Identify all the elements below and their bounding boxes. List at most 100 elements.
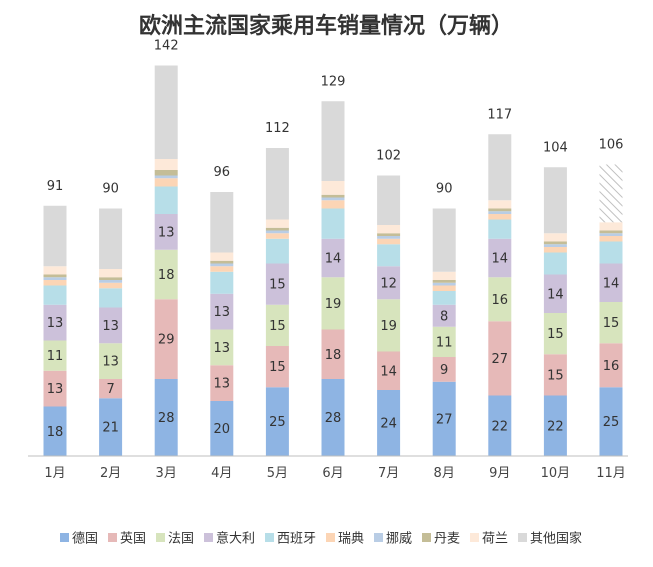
bar-segment bbox=[377, 175, 401, 225]
bar-segment bbox=[321, 200, 345, 209]
bar-segment bbox=[432, 291, 456, 305]
segment-label: 7 bbox=[106, 382, 114, 397]
x-tick-label: 2月 bbox=[100, 466, 121, 481]
bar-segment bbox=[43, 340, 67, 371]
bar-segment bbox=[488, 219, 512, 239]
legend-label: 瑞典 bbox=[338, 532, 364, 547]
bar-segment bbox=[321, 238, 345, 278]
segment-label: 13 bbox=[47, 382, 64, 397]
segment-label: 14 bbox=[380, 364, 397, 379]
legend-swatch bbox=[518, 533, 527, 542]
bar-segment bbox=[99, 277, 123, 280]
segment-label: 15 bbox=[269, 319, 286, 334]
segment-label: 20 bbox=[214, 422, 231, 437]
segment-label: 18 bbox=[47, 425, 64, 440]
segment-label: 28 bbox=[158, 411, 175, 426]
segment-label: 19 bbox=[380, 319, 397, 334]
bar-segment bbox=[599, 302, 623, 344]
bar-segment bbox=[154, 186, 178, 214]
total-label: 112 bbox=[265, 121, 290, 136]
segment-label: 13 bbox=[214, 305, 231, 320]
bar-segment bbox=[432, 280, 456, 283]
legend-swatch bbox=[156, 533, 165, 542]
segment-label: 18 bbox=[158, 268, 175, 283]
bar-segment bbox=[377, 236, 401, 239]
bar-segment bbox=[432, 357, 456, 382]
bar-segment bbox=[43, 285, 67, 305]
total-label: 90 bbox=[436, 182, 453, 197]
x-tick-label: 6月 bbox=[322, 466, 343, 481]
segment-label: 16 bbox=[603, 359, 620, 374]
segment-label: 13 bbox=[102, 355, 119, 370]
bar-segment bbox=[210, 365, 234, 401]
bar-segment bbox=[488, 395, 512, 456]
segment-label: 27 bbox=[436, 412, 453, 427]
bar-segment bbox=[99, 307, 123, 344]
bars-group: 18 13 11 13 91 21 7 13 13 90 28 29 18 13 142 20 13 13 13 96… bbox=[43, 39, 624, 456]
legend-label: 意大利 bbox=[216, 531, 255, 547]
bar-segment bbox=[154, 178, 178, 187]
segment-label: 25 bbox=[269, 415, 286, 430]
bar-segment bbox=[599, 241, 623, 264]
bar-segment bbox=[210, 192, 234, 253]
bar-segment bbox=[599, 263, 623, 302]
segment-label: 21 bbox=[102, 421, 119, 436]
bar-segment bbox=[154, 65, 178, 159]
segment-label: 13 bbox=[214, 341, 231, 356]
bar-segment bbox=[265, 227, 289, 231]
bar-segment bbox=[99, 288, 123, 308]
segment-label: 13 bbox=[47, 316, 64, 331]
bar-segment bbox=[321, 208, 345, 239]
bar-segment bbox=[543, 313, 567, 355]
bar-segment bbox=[154, 379, 178, 456]
segment-label: 14 bbox=[547, 287, 564, 302]
legend: 德国 英国 法国 意大利 西班牙 瑞典 挪威 丹麦 荷兰 其他国家 bbox=[60, 531, 582, 547]
bar-segment bbox=[99, 208, 123, 269]
segment-label: 15 bbox=[269, 360, 286, 375]
bar-segment bbox=[543, 274, 567, 313]
x-tick-label: 9月 bbox=[489, 466, 510, 481]
bar-segment bbox=[432, 285, 456, 291]
bar-segment bbox=[543, 244, 567, 247]
bar-segment bbox=[210, 271, 234, 294]
legend-label: 法国 bbox=[168, 532, 194, 547]
bar-segment bbox=[377, 299, 401, 352]
segment-label: 29 bbox=[158, 333, 175, 348]
bar-segment bbox=[488, 211, 512, 214]
bar-segment bbox=[321, 277, 345, 330]
bar-segment bbox=[265, 219, 289, 228]
bar-segment bbox=[43, 266, 67, 275]
segment-label: 27 bbox=[492, 352, 509, 367]
segment-label: 11 bbox=[436, 335, 453, 350]
bar-segment bbox=[321, 379, 345, 456]
bar-segment bbox=[377, 351, 401, 390]
segment-label: 22 bbox=[547, 419, 564, 434]
bar-segment bbox=[543, 354, 567, 396]
segment-label: 9 bbox=[440, 363, 448, 378]
bar-segment bbox=[543, 233, 567, 242]
bar-segment bbox=[321, 197, 345, 201]
bar-segment bbox=[43, 406, 67, 456]
segment-label: 8 bbox=[440, 309, 448, 324]
segment-label: 22 bbox=[492, 419, 509, 434]
segment-label: 15 bbox=[547, 368, 564, 383]
bar-segment bbox=[265, 346, 289, 388]
legend-label: 西班牙 bbox=[277, 532, 316, 547]
bar-segment bbox=[154, 175, 178, 179]
x-tick-label: 8月 bbox=[434, 466, 455, 481]
bar-segment bbox=[488, 277, 512, 322]
total-label: 106 bbox=[599, 138, 624, 153]
bar-segment bbox=[265, 230, 289, 234]
bar-segment bbox=[265, 238, 289, 264]
bar-segment bbox=[599, 387, 623, 456]
bar-segment bbox=[43, 280, 67, 286]
segment-label: 13 bbox=[214, 377, 231, 392]
bar-segment bbox=[599, 343, 623, 388]
legend-swatch bbox=[60, 533, 69, 542]
x-tick-label: 10月 bbox=[541, 466, 571, 481]
bar-segment bbox=[154, 299, 178, 379]
bar-segment bbox=[43, 370, 67, 407]
legend-label: 德国 bbox=[72, 532, 98, 547]
bar-segment bbox=[99, 379, 123, 399]
